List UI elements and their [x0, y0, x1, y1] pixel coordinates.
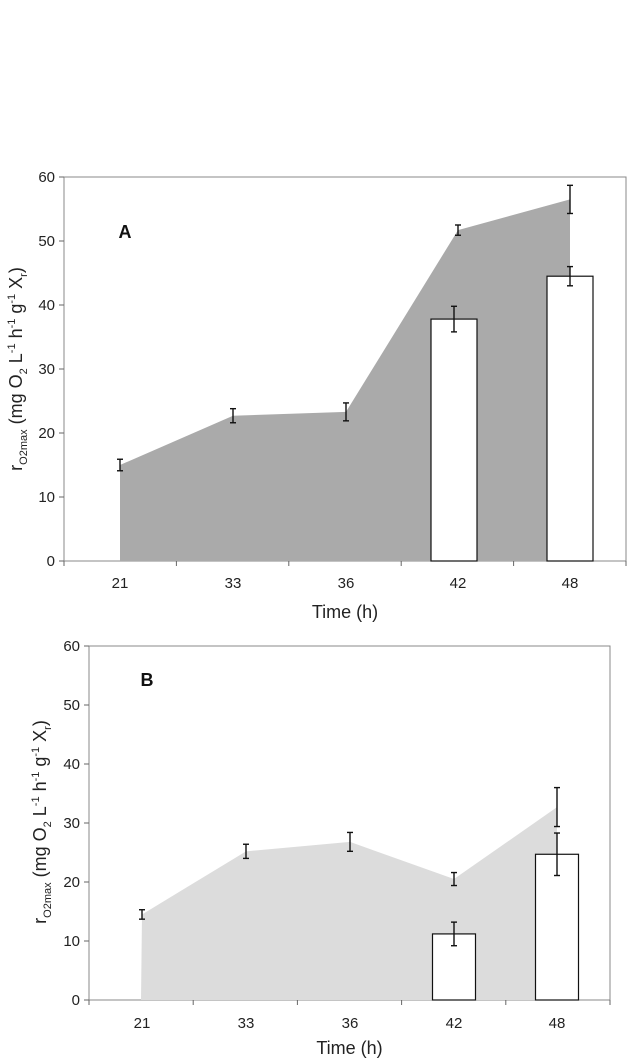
bar-48 — [546, 275, 594, 562]
panel-label: A — [119, 222, 132, 242]
x-axis-label: Time (h) — [312, 602, 378, 622]
y-axis-label: rO2max (mg O2 L-1 h-1 g-1 Xr) — [6, 267, 30, 471]
area-error-bar-21 — [117, 458, 123, 472]
y-tick-label: 0 — [47, 553, 55, 570]
x-axis-label: Time (h) — [316, 1038, 382, 1058]
y-tick-label: 20 — [63, 874, 80, 891]
area-error-bar-42 — [455, 224, 461, 236]
area-series — [141, 807, 557, 1000]
y-tick-label: 40 — [38, 297, 55, 314]
y-tick-label: 60 — [63, 638, 80, 655]
area-error-bar-33 — [230, 407, 236, 424]
y-tick-label: 50 — [63, 697, 80, 714]
x-tick-label: 33 — [225, 575, 242, 592]
area-error-bar-21 — [139, 909, 145, 920]
area-error-bar-48 — [567, 184, 573, 215]
x-tick-label: 42 — [450, 575, 467, 592]
bar-error-bar-42 — [451, 921, 457, 947]
y-tick-label: 0 — [72, 992, 80, 1009]
x-tick-label: 36 — [338, 575, 355, 592]
area-error-bar-48 — [554, 786, 560, 828]
y-tick-label: 10 — [63, 933, 80, 950]
x-tick-label: 48 — [549, 1015, 566, 1032]
x-tick-label: 36 — [342, 1015, 359, 1032]
x-tick-label: 21 — [134, 1015, 151, 1032]
area-error-bar-36 — [347, 831, 353, 853]
y-tick-label: 30 — [38, 361, 55, 378]
bar-error-bar-48 — [567, 265, 573, 287]
x-tick-label: 33 — [238, 1015, 255, 1032]
area-error-bar-33 — [243, 843, 249, 860]
x-tick-label: 42 — [446, 1015, 463, 1032]
x-tick-label: 21 — [112, 575, 129, 592]
x-tick-label: 48 — [562, 575, 579, 592]
y-tick-label: 10 — [38, 489, 55, 506]
y-tick-label: 30 — [63, 815, 80, 832]
panel-label: B — [141, 670, 154, 690]
area-series — [120, 199, 570, 561]
y-tick-label: 20 — [38, 425, 55, 442]
area-error-bar-36 — [343, 402, 349, 422]
area-error-bar-42 — [451, 871, 457, 887]
bar-42 — [430, 318, 478, 562]
y-tick-label: 50 — [38, 233, 55, 250]
y-axis-label: rO2max (mg O2 L-1 h-1 g-1 Xr) — [30, 720, 54, 924]
y-tick-label: 40 — [63, 756, 80, 773]
bar-error-bar-42 — [451, 305, 457, 333]
y-tick-label: 60 — [38, 169, 55, 186]
bar-error-bar-48 — [554, 832, 560, 877]
